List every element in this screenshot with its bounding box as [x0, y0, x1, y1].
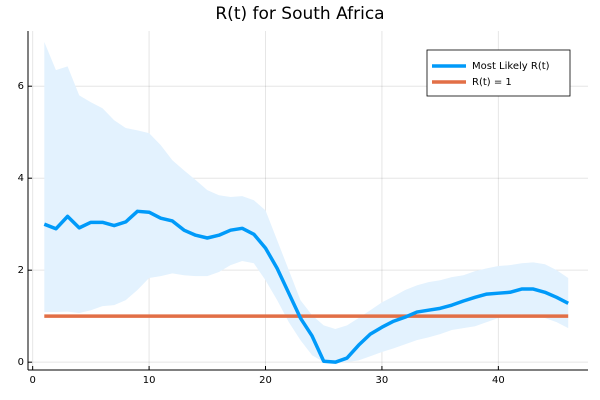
series-line	[43, 209, 570, 364]
x-tick-label: 40	[492, 375, 505, 386]
y-tick-label: 2	[18, 265, 24, 276]
legend-box	[426, 49, 571, 97]
legend-label: R(t) = 1	[472, 77, 512, 88]
x-tick-label: 10	[143, 375, 156, 386]
x-tick-label: 30	[376, 375, 389, 386]
x-tick-label: 0	[29, 375, 35, 386]
confidence-band	[44, 42, 569, 363]
y-tick-label: 4	[18, 173, 24, 184]
legend-label: Most Likely R(t)	[472, 61, 550, 72]
y-tick-label: 6	[18, 81, 24, 92]
chart-title: R(t) for South Africa	[215, 4, 384, 24]
x-tick-label: 20	[259, 375, 272, 386]
y-tick-label: 0	[18, 357, 24, 368]
